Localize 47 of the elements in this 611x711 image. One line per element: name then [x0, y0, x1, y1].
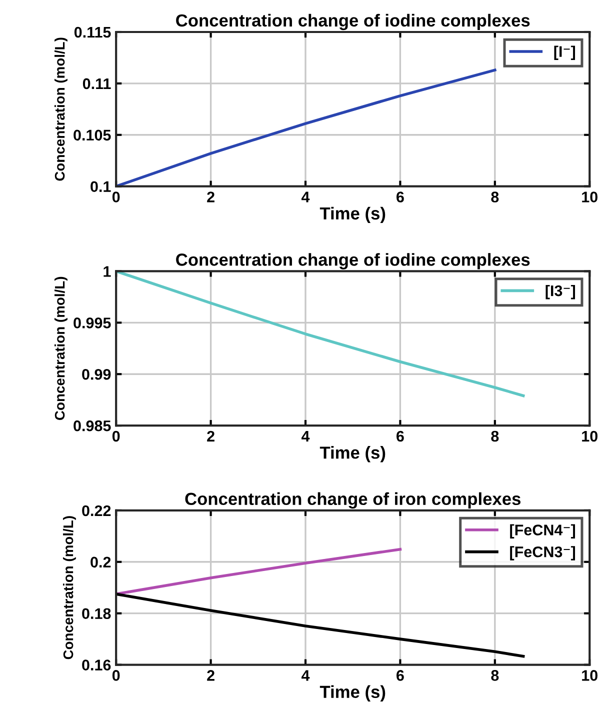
x-tick-label: 2 — [207, 192, 214, 202]
line-series — [116, 271, 525, 398]
line-series — [116, 592, 525, 658]
y-tick-label: 0.105 — [74, 130, 111, 141]
x-tick-label: 2 — [207, 670, 214, 681]
y-tick-label: 0.2 — [90, 556, 111, 568]
x-tick-label: 6 — [396, 192, 404, 202]
x-tick-label: 0 — [112, 430, 120, 442]
y-tick-label: 0.11 — [82, 78, 111, 90]
x-tick-label: 10 — [582, 670, 598, 681]
legend-label: [I3⁻] — [546, 284, 576, 300]
chart-title: Concentration change of iodine complexes — [176, 14, 530, 30]
line-series — [116, 68, 496, 186]
x-tick-label: 0 — [112, 192, 120, 202]
x-tick-label: 8 — [491, 192, 499, 202]
x-tick-label: 8 — [491, 430, 499, 442]
chart-title: Concentration change of iodine complexes — [176, 253, 530, 270]
x-tick-label: 0 — [112, 670, 120, 681]
y-axis-title: Concentration (mol/L) — [54, 276, 68, 420]
y-tick-label: 0.985 — [74, 420, 111, 432]
y-tick-label: 0.1 — [90, 181, 111, 192]
y-axis-title: Concentration (mol/L) — [62, 516, 76, 660]
y-axis-title: Concentration (mol/L) — [54, 38, 68, 181]
x-tick-label: 4 — [301, 192, 310, 202]
x-axis-title: Time (s) — [320, 446, 386, 462]
x-axis-title: Time (s) — [320, 206, 386, 224]
x-tick-label: 10 — [582, 430, 598, 442]
x-tick-label: 4 — [301, 670, 310, 681]
x-tick-label: 10 — [582, 192, 598, 202]
y-tick-label: 0.115 — [74, 26, 111, 38]
y-tick-label: 0.16 — [82, 660, 111, 670]
y-tick-label: 1 — [104, 266, 111, 277]
chart-title: Concentration change of iron complexes — [185, 492, 520, 509]
line-series — [116, 548, 402, 596]
x-tick-label: 4 — [301, 430, 310, 442]
x-tick-label: 2 — [207, 430, 214, 442]
legend-label: [FeCN3⁻] — [510, 546, 576, 560]
x-tick-label: 8 — [491, 670, 499, 681]
legend-label: [I⁻] — [554, 46, 576, 60]
y-tick-label: 0.22 — [82, 505, 111, 516]
y-tick-label: 0.99 — [82, 368, 111, 380]
x-axis-title: Time (s) — [320, 685, 386, 702]
x-tick-label: 6 — [396, 430, 404, 442]
y-tick-label: 0.18 — [82, 608, 111, 620]
y-tick-label: 0.995 — [74, 318, 111, 328]
legend-label: [FeCN4⁻] — [510, 524, 576, 538]
x-tick-label: 6 — [396, 670, 404, 681]
